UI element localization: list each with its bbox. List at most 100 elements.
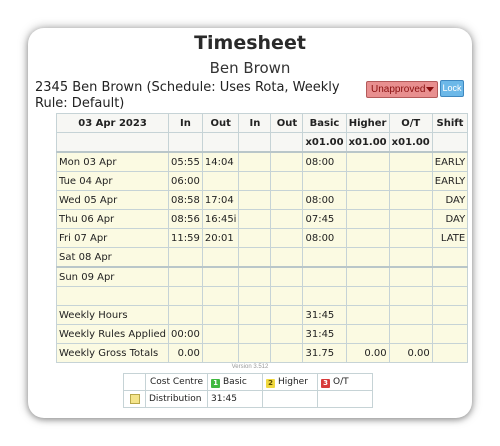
clock-cell[interactable]: [270, 266, 304, 287]
multiplier-cell: x01.00: [388, 132, 433, 153]
clock-cell[interactable]: [238, 228, 272, 248]
shift-cell: LATE: [431, 228, 469, 248]
hours-cell: [388, 228, 433, 248]
clock-cell[interactable]: [238, 266, 272, 287]
summary-cell: [238, 343, 272, 363]
col-header: In: [168, 113, 203, 133]
summary-cell: [270, 305, 304, 325]
clock-cell[interactable]: [270, 247, 304, 268]
cost-centre-table: Cost Centre 1 Basic 2 Higher 3 O/T Distribu…: [123, 373, 373, 408]
hours-cell: 08:00: [302, 228, 347, 248]
day-label: Tue 04 Apr: [55, 171, 170, 191]
summary-cell: [201, 343, 240, 363]
summary-row: Weekly Hours 31:45: [55, 305, 469, 325]
day-label: Mon 03 Apr: [55, 151, 170, 172]
summary-cell: [431, 305, 469, 325]
day-label: Fri 07 Apr: [55, 228, 170, 248]
day-label: Sun 09 Apr: [55, 266, 170, 287]
shift-cell: EARLY: [431, 151, 469, 172]
page-title: Timesheet: [194, 32, 306, 54]
shift-cell: [431, 247, 469, 268]
summary-cell: 31:45: [302, 305, 347, 325]
clock-cell[interactable]: [270, 190, 304, 210]
day-row[interactable]: Thu 06 Apr 08:56 16:45i 07:45 DAY: [55, 209, 469, 229]
summary-cell: 00:00: [168, 324, 203, 344]
day-row[interactable]: Wed 05 Apr 08:58 17:04 08:00 DAY: [55, 190, 469, 210]
clock-cell[interactable]: 16:45i: [201, 209, 240, 229]
clock-cell[interactable]: [238, 209, 272, 229]
caret-down-icon: [426, 87, 434, 92]
higher-number-icon: 2: [266, 378, 275, 388]
summary-cell: [201, 305, 240, 325]
hours-cell: [388, 171, 433, 191]
clock-cell[interactable]: [168, 266, 203, 287]
day-row[interactable]: Sat 08 Apr: [55, 247, 469, 268]
clock-cell[interactable]: 11:59: [168, 228, 203, 248]
hours-cell: [345, 171, 390, 191]
summary-row: Weekly Rules Applied 00:00 31:45: [55, 324, 469, 344]
distribution-basic: 31:45: [207, 390, 263, 408]
clock-cell[interactable]: [270, 171, 304, 191]
blank-row: [55, 286, 469, 306]
summary-row: Weekly Gross Totals 0.00 31.75 0.00 0.00: [55, 343, 469, 363]
day-row[interactable]: Sun 09 Apr: [55, 266, 469, 287]
timesheet-card: Timesheet Ben Brown 2345 Ben Brown (Sche…: [28, 28, 472, 418]
summary-cell: 0.00: [388, 343, 433, 363]
distribution-row: Distribution 31:45: [123, 390, 373, 408]
distribution-checkbox[interactable]: [123, 390, 146, 408]
day-row[interactable]: Mon 03 Apr 05:55 14:04 08:00 EARLY: [55, 151, 469, 172]
clock-cell[interactable]: 05:55: [168, 151, 203, 172]
summary-cell: [270, 324, 304, 344]
hours-cell: [345, 228, 390, 248]
basic-number-icon: 1: [211, 378, 220, 388]
col-header: Shift: [431, 113, 469, 133]
clock-cell[interactable]: [168, 247, 203, 268]
clock-cell[interactable]: 06:00: [168, 171, 203, 191]
day-label: Thu 06 Apr: [55, 209, 170, 229]
clock-cell[interactable]: [238, 171, 272, 191]
col-header: Out: [270, 113, 304, 133]
summary-cell: [168, 305, 203, 325]
multiplier-row: x01.00 x01.00 x01.00: [55, 132, 469, 153]
clock-cell[interactable]: 20:01: [201, 228, 240, 248]
col-header: Basic: [302, 113, 347, 133]
clock-cell[interactable]: [201, 247, 240, 268]
clock-cell[interactable]: [238, 151, 272, 172]
clock-cell[interactable]: [238, 247, 272, 268]
status-select[interactable]: Unapproved: [366, 81, 438, 98]
hours-cell: 07:45: [302, 209, 347, 229]
legend-higher-label: Higher: [278, 376, 308, 387]
lock-button[interactable]: Lock: [440, 80, 464, 97]
legend-basic: 1 Basic: [207, 373, 263, 391]
day-row[interactable]: Fri 07 Apr 11:59 20:01 08:00 LATE: [55, 228, 469, 248]
shift-cell: DAY: [431, 190, 469, 210]
clock-cell[interactable]: 14:04: [201, 151, 240, 172]
day-row[interactable]: Tue 04 Apr 06:00 EARLY: [55, 171, 469, 191]
distribution-label: Distribution: [145, 390, 208, 408]
clock-cell[interactable]: [270, 228, 304, 248]
shift-cell: EARLY: [431, 171, 469, 191]
multiplier-cell: [270, 132, 304, 153]
ot-number-icon: 3: [321, 378, 330, 388]
hours-cell: [388, 151, 433, 172]
summary-label: Weekly Hours: [55, 305, 170, 325]
clock-cell[interactable]: [201, 266, 240, 287]
clock-cell[interactable]: [238, 190, 272, 210]
clock-cell[interactable]: [270, 151, 304, 172]
hours-cell: [302, 266, 347, 287]
clock-cell[interactable]: 08:58: [168, 190, 203, 210]
hours-cell: [345, 247, 390, 268]
hours-cell: [345, 266, 390, 287]
color-swatch-icon: [129, 393, 140, 404]
col-header: Higher: [345, 113, 390, 133]
summary-label: Weekly Rules Applied: [55, 324, 170, 344]
summary-cell: 0.00: [345, 343, 390, 363]
header-row: 03 Apr 2023 In Out In Out Basic Higher O…: [55, 113, 469, 133]
clock-cell[interactable]: [270, 209, 304, 229]
hours-cell: 08:00: [302, 190, 347, 210]
clock-cell[interactable]: 17:04: [201, 190, 240, 210]
clock-cell[interactable]: 08:56: [168, 209, 203, 229]
summary-cell: [388, 305, 433, 325]
clock-cell[interactable]: [201, 171, 240, 191]
hours-cell: [388, 209, 433, 229]
